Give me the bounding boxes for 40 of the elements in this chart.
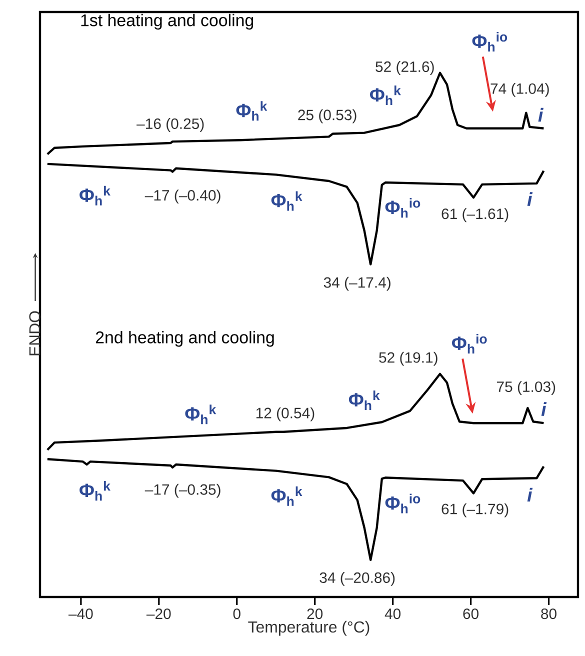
annotation: i [527, 192, 533, 206]
annotation: Φ$_{h}$k [271, 486, 302, 506]
annotation: –17 (–0.35) [144, 484, 220, 498]
annotation: Φ$_{h}$k [271, 191, 302, 211]
x-tick-label: 0 [233, 608, 240, 620]
x-tick-label: –20 [146, 608, 171, 620]
annotation: Φ$_{h}$k [80, 481, 110, 501]
annotation: 61 (–1.61) [442, 208, 508, 222]
annotation: Φ$_{h}$io [385, 198, 420, 218]
x-tick-label: 60 [463, 608, 478, 620]
annotation: i [538, 108, 544, 122]
annotation: 34 (–17.4) [324, 276, 390, 291]
x-tick-label: 80 [541, 608, 556, 620]
annotation: i [527, 488, 533, 502]
x-tick-label: 20 [307, 608, 323, 620]
annotation: 2nd heating and cooling [96, 330, 274, 347]
annotation: –16 (0.25) [136, 118, 204, 132]
annotation: Φ$_{h}$k [236, 101, 268, 121]
annotation: 75 (1.03) [497, 381, 556, 395]
annotation: Φ$_{h}$io [452, 334, 487, 354]
annotation: –17 (–0.40) [144, 190, 220, 204]
x-tick-label: –40 [68, 608, 93, 620]
annotation: Φ$_{h}$k [370, 86, 401, 106]
annotation: Φ$_{h}$k [348, 390, 380, 410]
text: Φ$_{h}$io [472, 32, 508, 52]
annotation: i [541, 402, 547, 416]
text: 34 (–20.86) [320, 572, 395, 586]
x-axis-title: Temperature (°C) [248, 620, 370, 636]
annotation: 52 (21.6) [376, 61, 434, 75]
annotation: 12 (0.54) [256, 407, 314, 422]
text: 1st heating and cooling [81, 14, 254, 30]
annotation: 74 (1.04) [490, 82, 549, 97]
y-axis-title: ENDO [29, 311, 40, 356]
annotation: Φ$_{h}$k [185, 404, 216, 424]
annotation: Φ$_{h}$k [80, 186, 110, 206]
x-tick-label: 40 [384, 608, 401, 620]
annotation: Φ$_{h}$io [385, 494, 420, 514]
annotation: 25 (0.53) [298, 109, 356, 124]
annotation: 61 (–1.79) [442, 503, 508, 518]
annotation: 52 (19.1) [379, 352, 438, 366]
